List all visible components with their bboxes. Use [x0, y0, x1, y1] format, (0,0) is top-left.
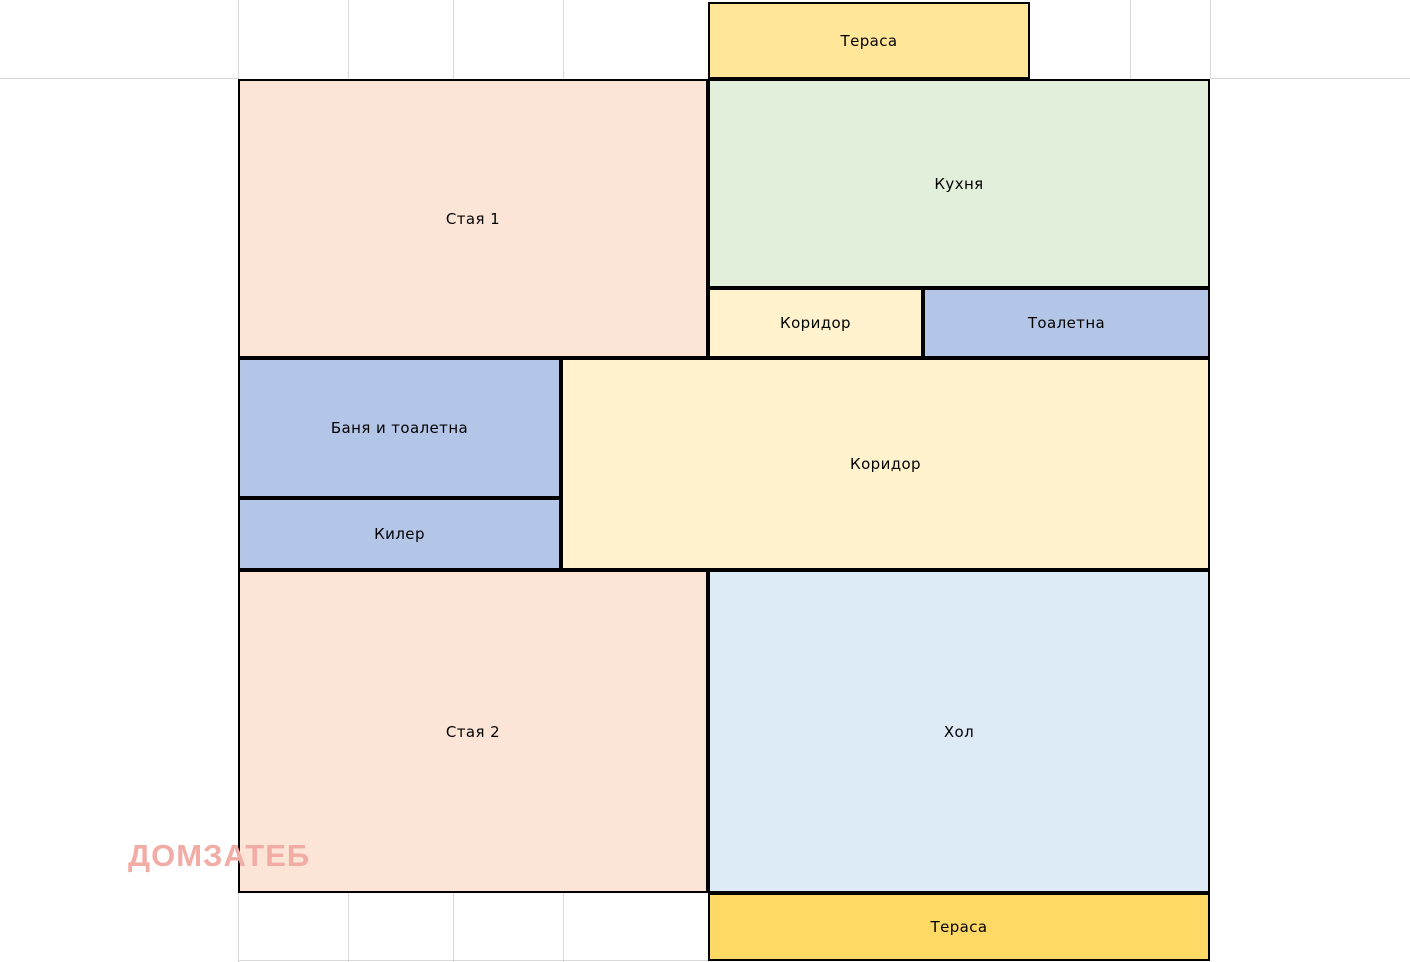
room-label: Килер [374, 525, 425, 543]
room-label: Тераса [840, 31, 898, 50]
room-label: Хол [943, 722, 975, 741]
room-label: Коридор [850, 455, 921, 473]
room-label: Тераса [930, 918, 988, 936]
room-label: Кухня [934, 174, 984, 193]
room-1: Стая 1 [238, 79, 708, 358]
room-corridor-main: Коридор [561, 358, 1210, 570]
room-terrace-top: Тераса [708, 2, 1030, 79]
room-2: Стая 2 [238, 570, 708, 893]
room-toilet: Тоалетна [923, 288, 1210, 358]
room-label: Тоалетна [1027, 314, 1106, 332]
room-label: Баня и тоалетна [330, 419, 469, 437]
room-hall: Хол [708, 570, 1210, 893]
room-label: Стая 2 [445, 722, 501, 741]
room-terrace-bottom: Тераса [708, 893, 1210, 961]
room-bathroom: Баня и тоалетна [238, 358, 561, 498]
room-pantry: Килер [238, 498, 561, 570]
room-label: Коридор [780, 314, 851, 332]
room-label: Стая 1 [445, 209, 501, 228]
room-corridor-small: Коридор [708, 288, 923, 358]
watermark: ДОМЗАТЕБ [128, 838, 311, 873]
room-kitchen: Кухня [708, 79, 1210, 288]
